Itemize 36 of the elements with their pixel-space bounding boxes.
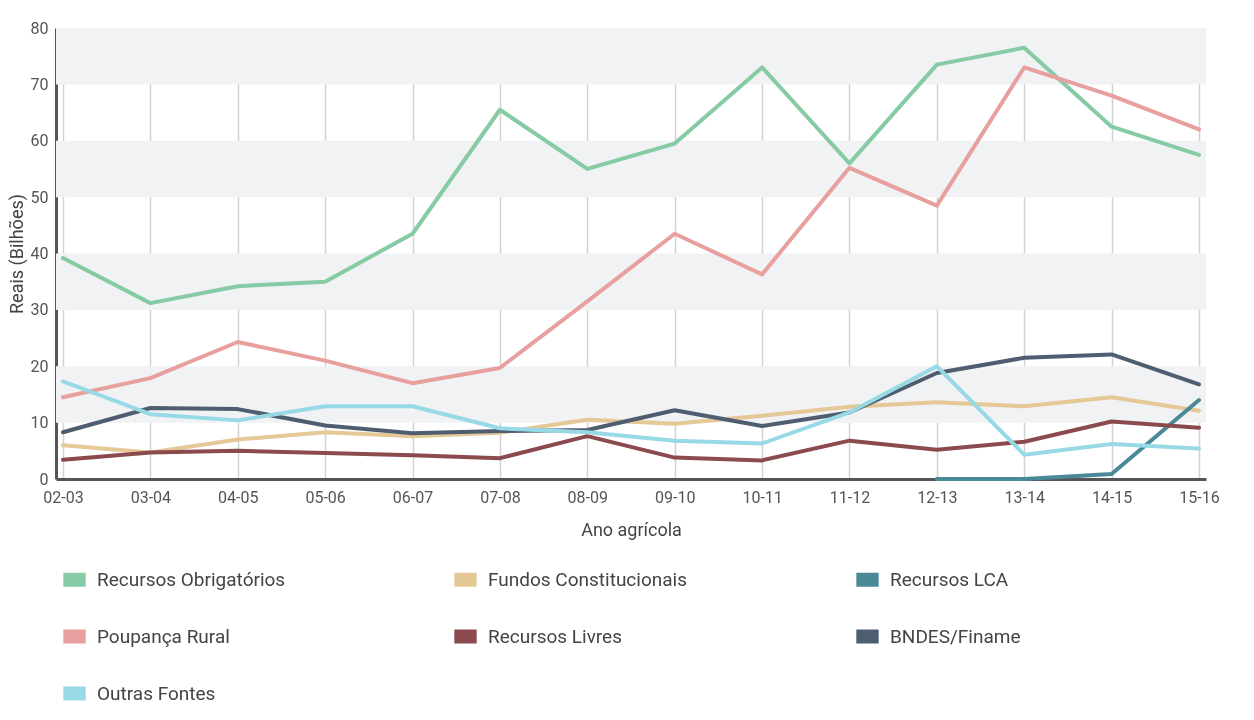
legend-label: BNDES/Finame	[890, 624, 1021, 648]
x-tick-label: 05-06	[305, 487, 346, 507]
x-tick-label: 13-14	[1004, 487, 1045, 507]
legend-label: Fundos Constitucionais	[488, 567, 688, 591]
legend-label: Recursos Obrigatórios	[97, 567, 286, 591]
line-series	[60, 364, 1202, 457]
legend-label: Recursos Livres	[488, 624, 623, 648]
x-tick-label: 11-12	[829, 487, 871, 507]
x-tick-label: 02-03	[43, 487, 84, 507]
x-tick-label: 06-07	[392, 487, 434, 507]
x-axis-title: Ano agrícola	[581, 518, 682, 540]
y-tick-label: 0	[39, 469, 49, 489]
y-tick-label: 50	[30, 187, 49, 207]
x-tick-label: 07-08	[480, 487, 521, 507]
x-tick-label: 10-11	[742, 487, 783, 507]
legend-label: Recursos LCA	[890, 567, 1009, 591]
x-tick-label: 14-15	[1091, 487, 1133, 507]
x-tick-label: 09-10	[655, 487, 696, 507]
y-tick-label: 70	[30, 74, 49, 94]
line-series	[60, 419, 1202, 463]
y-tick-label: 60	[30, 131, 49, 151]
x-tick-label: 03-04	[130, 487, 172, 507]
line-series	[60, 45, 1202, 306]
y-tick-label: 30	[30, 300, 49, 320]
line-series	[60, 65, 1202, 400]
x-tick-label: 12-13	[917, 487, 958, 507]
y-axis-title: Reais (Bilhões)	[5, 194, 28, 314]
y-tick-label: 20	[30, 356, 49, 376]
x-tick-label: 08-09	[567, 487, 608, 507]
x-tick-label: 04-05	[218, 487, 259, 507]
legend-label: Poupança Rural	[97, 624, 230, 648]
legend-label: Outras Fontes	[97, 681, 216, 705]
x-tick-label: 15-16	[1179, 487, 1220, 507]
y-tick-label: 10	[30, 413, 49, 433]
y-tick-label: 80	[30, 18, 49, 38]
y-tick-label: 40	[30, 244, 49, 263]
